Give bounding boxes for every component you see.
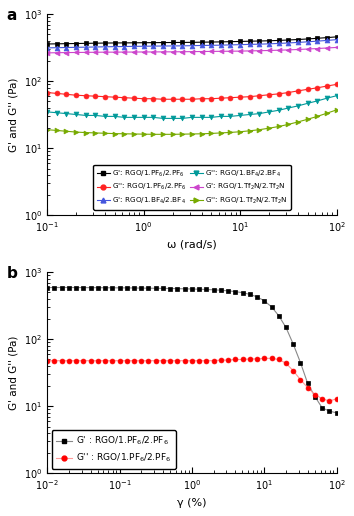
Y-axis label: G' and G'' (Pa): G' and G'' (Pa) [8,77,18,152]
Text: b: b [7,266,17,281]
Text: a: a [7,8,17,23]
X-axis label: γ (%): γ (%) [177,497,207,508]
Legend: G' : RGO/1.PF$_6$/2.PF$_6$, G'' : RGO/1.PF$_6$/2.PF$_6$: G' : RGO/1.PF$_6$/2.PF$_6$, G'' : RGO/1.… [52,430,176,469]
X-axis label: ω (rad/s): ω (rad/s) [167,239,217,250]
Legend: G': RGO/1.PF$_6$/2.PF$_6$, G'': RGO/1.PF$_6$/2.PF$_6$, G': RGO/1.BF$_4$/2.BF$_4$: G': RGO/1.PF$_6$/2.PF$_6$, G'': RGO/1.PF… [93,165,291,210]
Y-axis label: G' and G'' (Pa): G' and G'' (Pa) [8,335,18,410]
